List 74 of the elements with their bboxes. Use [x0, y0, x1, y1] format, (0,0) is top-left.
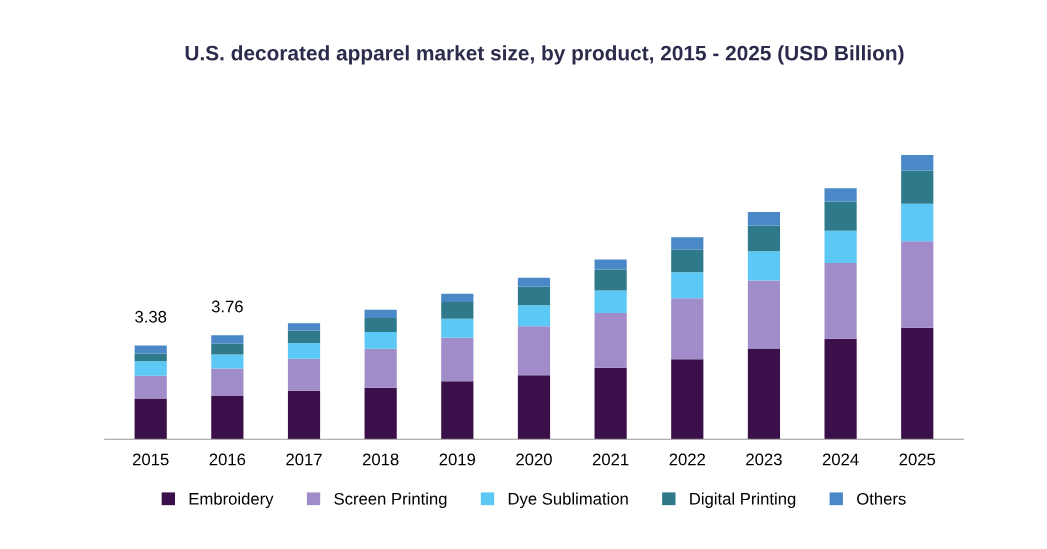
x-tick-label: 2016 [209, 453, 246, 466]
legend-label: Dye Sublimation [508, 492, 628, 509]
bar [364, 318, 397, 333]
bar [594, 269, 627, 291]
bar [594, 290, 627, 313]
bar [901, 170, 934, 204]
bar [364, 348, 397, 388]
bar [901, 327, 934, 440]
bar [671, 237, 704, 250]
x-tick-label: 2019 [439, 453, 476, 466]
legend-label: Others [857, 492, 906, 505]
x-tick-label: 2021 [592, 453, 629, 466]
bar [747, 280, 781, 349]
x-tick-label: 2015 [133, 453, 169, 466]
bar [901, 241, 934, 328]
x-tick-label: 2025 [899, 453, 936, 466]
bar [441, 301, 474, 319]
bar [364, 332, 397, 349]
x-tick-label: 2020 [516, 453, 552, 466]
bar [747, 251, 781, 281]
bar [594, 367, 627, 440]
bar [901, 154, 934, 171]
bar [441, 293, 474, 302]
bar [824, 188, 857, 202]
bar [134, 398, 167, 440]
legend-label: Digital Printing [690, 492, 796, 509]
bar [747, 212, 781, 226]
bar [287, 323, 321, 331]
bar [671, 359, 704, 440]
bar [517, 286, 551, 306]
bar [441, 381, 474, 440]
chart-title: U.S. decorated apparel market size, by product, 2015 - 2025 (USD Billion) [185, 45, 904, 65]
bar [824, 338, 857, 440]
x-tick-label: 2024 [822, 453, 859, 466]
bar [747, 225, 781, 252]
bar [594, 312, 627, 368]
bar [211, 395, 244, 440]
bar [211, 368, 244, 396]
bar [824, 230, 857, 263]
annotation: 3.38 [135, 310, 167, 323]
bar [517, 326, 551, 376]
bar [287, 343, 321, 359]
bar [134, 345, 167, 354]
bar [211, 354, 244, 369]
bar [211, 335, 244, 344]
legend-label: Screen Printing [334, 492, 447, 509]
annotation: 3.76 [211, 300, 243, 313]
bar [594, 259, 627, 270]
bar [287, 330, 321, 344]
bar [441, 318, 474, 338]
bar [671, 249, 704, 273]
bar [441, 337, 474, 382]
bar [671, 272, 704, 299]
bar [824, 262, 857, 339]
bar [671, 298, 704, 360]
bar [517, 305, 551, 327]
bar [517, 277, 551, 287]
legend-label: Embroidery [189, 492, 274, 509]
bar [517, 375, 551, 440]
bar [901, 203, 934, 242]
x-tick-label: 2022 [669, 453, 705, 466]
bar [134, 361, 167, 376]
bar [134, 375, 167, 399]
bar [364, 387, 397, 440]
x-tick-label: 2017 [286, 453, 322, 466]
x-tick-label: 2023 [746, 453, 782, 466]
bar [287, 390, 321, 440]
bar [211, 343, 244, 355]
bar [747, 348, 781, 440]
bar [287, 358, 321, 391]
bar [824, 201, 857, 231]
bar [364, 309, 397, 319]
x-tick-label: 2018 [362, 453, 399, 466]
bar [134, 353, 167, 362]
